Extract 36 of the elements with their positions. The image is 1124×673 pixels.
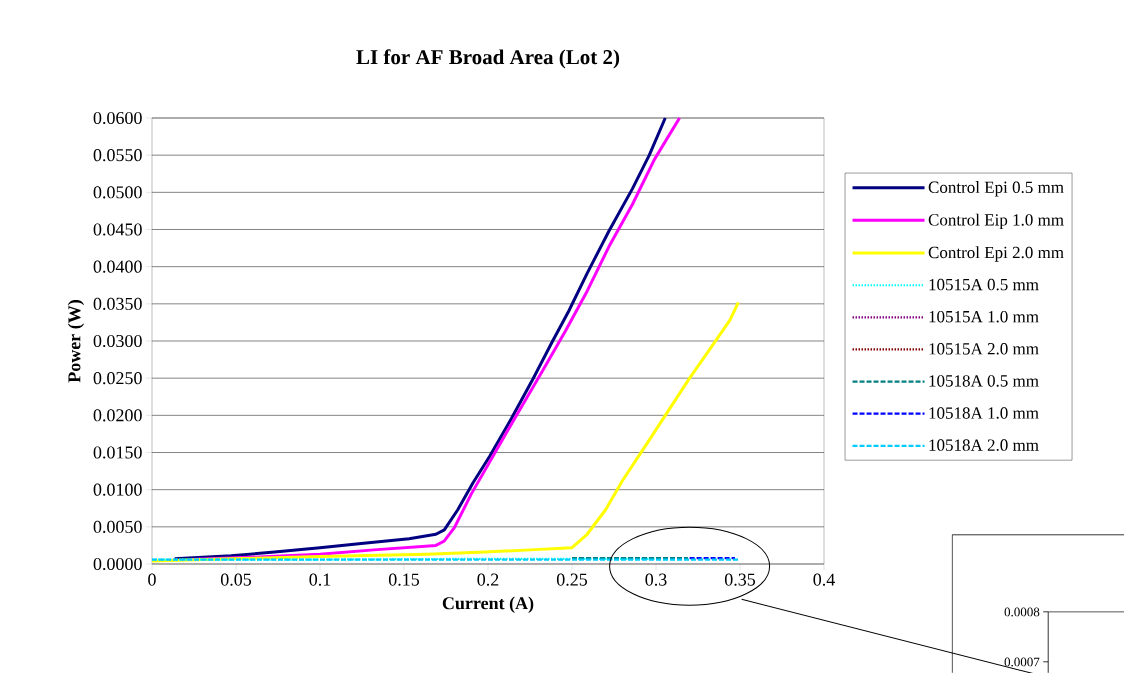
y-tick-label: 0.0550	[93, 149, 142, 162]
y-tick-label: 0.0400	[93, 260, 142, 273]
x-tick-label: 0.4	[813, 573, 835, 586]
y-tick-label: 0.0000	[93, 557, 142, 571]
x-tick-label: 0.25	[556, 573, 588, 586]
chart-title: LI for AF Broad Area (Lot 2)	[356, 49, 620, 69]
legend-label: Control Epi 0.5 mm	[928, 181, 1064, 197]
y-tick-label: 0.0050	[93, 520, 142, 533]
x-tick-label: 0.35	[724, 573, 756, 586]
x-tick-label: 0.3	[645, 573, 667, 586]
legend-label: 10518A 2.0 mm	[929, 439, 1039, 451]
legend-label: 10515A 2.0 mm	[929, 343, 1039, 355]
y-tick-label: 0.0200	[93, 409, 142, 422]
legend-label: Control Epi 2.0 mm	[928, 246, 1064, 262]
legend-label: 10515A 1.0 mm	[929, 310, 1039, 323]
x-tick-label: 0.15	[388, 573, 420, 586]
x-tick-label: 0.1	[309, 573, 331, 586]
y-tick-label: 0.0250	[93, 372, 142, 385]
legend-label: 10515A 0.5 mm	[929, 278, 1039, 291]
y-tick-label: 0.0600	[93, 111, 142, 125]
x-axis-title: Current (A)	[442, 596, 534, 613]
legend-label: Control Eip 1.0 mm	[928, 213, 1064, 230]
x-tick-label: 0	[148, 573, 156, 586]
x-tick-label: 0.2	[477, 573, 499, 586]
y-tick-label: 0.0300	[93, 334, 142, 348]
x-tick-label: 0.05	[220, 573, 252, 586]
text: 0.0007	[1004, 657, 1040, 667]
y-tick-label: 0.0500	[93, 186, 142, 199]
y-tick-label: 0.0150	[93, 446, 142, 459]
legend-label: 10518A 0.5 mm	[929, 375, 1039, 387]
text: 0.0008	[1004, 607, 1040, 617]
y-axis-title: Power (W)	[67, 300, 85, 383]
y-tick-label: 0.0100	[93, 483, 142, 496]
y-tick-label: 0.0450	[93, 223, 142, 236]
legend-label: 10518A 1.0 mm	[929, 407, 1039, 419]
y-tick-label: 0.0350	[93, 297, 142, 310]
